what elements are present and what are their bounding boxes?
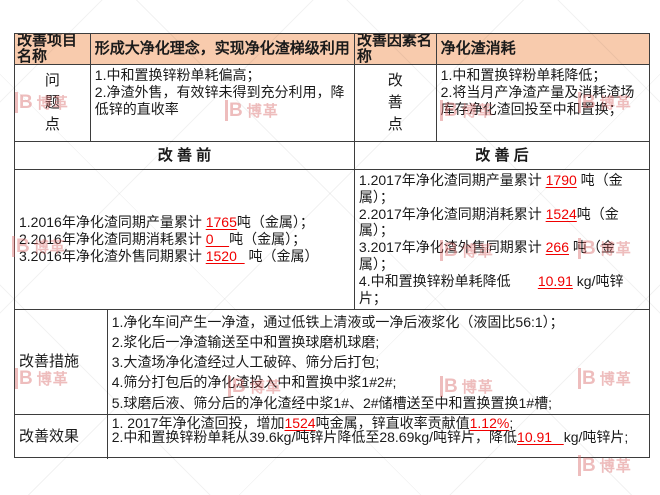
problem-point-cell: 问题点: [15, 65, 91, 142]
factor-name-label: 改善因素名称: [354, 34, 437, 65]
effects-content: 1. 2017年净化渣回投，增加1524吨金属，锌直收率贡献值1.12%; 2.中…: [111, 415, 629, 446]
measures-label: 改善措施: [15, 310, 108, 415]
before-data: 1.2016年净化渣同期产量累计 1765吨（金属）； 2.2016年净化渣同期消…: [15, 170, 355, 310]
before-title: 改 善 前: [15, 142, 355, 170]
after-data: 1.2017年净化渣同期产量累计 1790 吨（金属）； 2.2017年净化渣同期…: [354, 170, 649, 310]
header-row: 改善项目名称 形成大净化理念，实现净化渣梯级利用 改善因素名称 净化渣消耗: [15, 34, 649, 65]
measures-content: 1.净化车间产生一净渣，通过低铁上清液或一净后液浆化（液固比56:1）； 2.浆化…: [107, 310, 649, 415]
improvement-point-cell: 改善点: [354, 65, 437, 142]
project-name-label: 改善项目名称: [15, 34, 91, 65]
improvement-point-content: 1.中和置换锌粉单耗降低； 2.将当月产净渣产量及消耗渣场库存净化渣回投至中和置换…: [436, 65, 649, 142]
improvement-point-label: 改善点: [387, 72, 403, 133]
measures-row: 改善措施 1.净化车间产生一净渣，通过低铁上清液或一净后液浆化（液固比56:1）…: [15, 310, 649, 415]
problem-point-label: 问题点: [44, 72, 60, 133]
before-after-data-row: 1.2016年净化渣同期产量累计 1765吨（金属）； 2.2016年净化渣同期消…: [15, 170, 649, 310]
effects-row: 改善效果 1. 2017年净化渣回投，增加1524吨金属，锌直收率贡献值1.12…: [15, 415, 649, 459]
project-name-value: 形成大净化理念，实现净化渣梯级利用: [90, 34, 355, 65]
points-row: 问题点 1.中和置换锌粉单耗偏高； 2.净渣外售，有效锌未得到充分利用，降低锌的直…: [15, 65, 649, 142]
effects-label: 改善效果: [15, 415, 108, 459]
bogee-brand-text: 博革: [599, 458, 632, 475]
after-title: 改 善 后: [354, 142, 649, 170]
before-after-header-row: 改 善 前 改 善 后: [15, 142, 649, 170]
problem-point-content: 1.中和置换锌粉单耗偏高； 2.净渣外售，有效锌未得到充分利用，降低锌的直收率: [90, 65, 355, 142]
factor-name-value: 净化渣消耗: [436, 34, 649, 65]
improvement-summary-table: 改善项目名称 形成大净化理念，实现净化渣梯级利用 改善因素名称 净化渣消耗 问题…: [14, 33, 650, 459]
